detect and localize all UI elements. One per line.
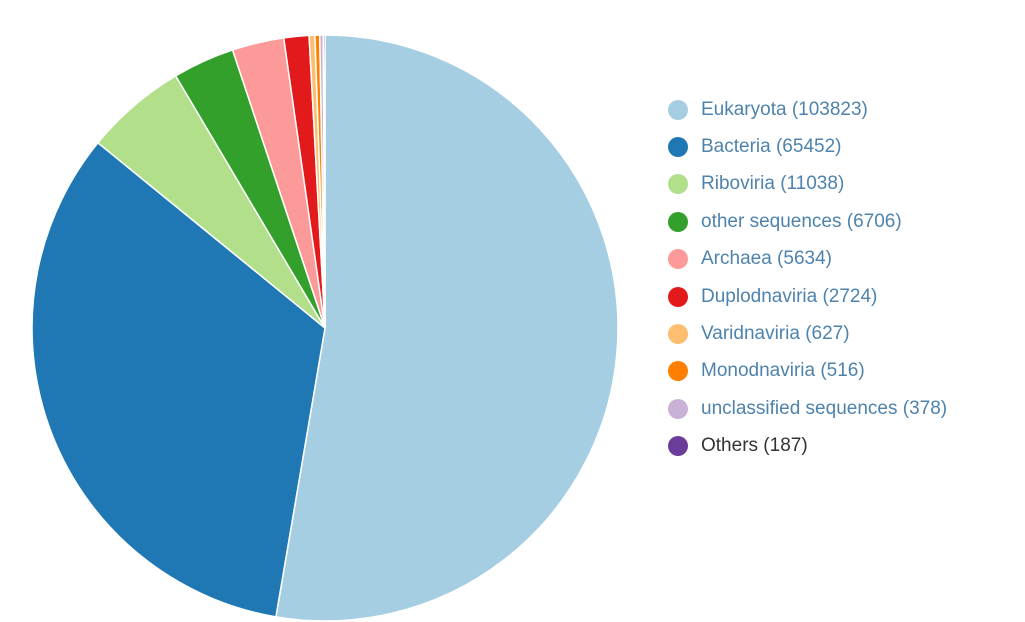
legend-item-riboviria[interactable]: Riboviria (11038) [668, 166, 947, 203]
legend-swatch-duplodnaviria [668, 286, 688, 307]
legend-label-monodnaviria: Monodnaviria (516) [701, 360, 865, 382]
chart-legend: Eukaryota (103823) Bacteria (65452) Ribo… [668, 91, 947, 465]
legend-swatch-archaea [668, 249, 688, 270]
legend-label-riboviria: Riboviria (11038) [701, 173, 845, 195]
legend-swatch-bacteria [668, 137, 688, 158]
legend-item-other-sequences[interactable]: other sequences (6706) [668, 203, 947, 240]
legend-item-duplodnaviria[interactable]: Duplodnaviria (2724) [668, 278, 947, 315]
pie-slice-others[interactable] [322, 34, 326, 329]
legend-swatch-other-sequences [668, 211, 688, 232]
legend-item-bacteria[interactable]: Bacteria (65452) [668, 128, 947, 165]
pie-slices [31, 34, 619, 622]
legend-item-varidnaviria[interactable]: Varidnaviria (627) [668, 315, 947, 352]
legend-item-eukaryota[interactable]: Eukaryota (103823) [668, 91, 947, 128]
pie-chart [31, 34, 619, 622]
legend-label-archaea: Archaea (5634) [701, 248, 832, 270]
legend-swatch-eukaryota [668, 99, 688, 120]
legend-item-unclassified-sequences[interactable]: unclassified sequences (378) [668, 390, 947, 427]
legend-item-archaea[interactable]: Archaea (5634) [668, 241, 947, 278]
pie-slice-eukaryota[interactable] [275, 34, 619, 622]
legend-swatch-others [668, 436, 688, 457]
legend-item-others[interactable]: Others (187) [668, 428, 947, 465]
legend-label-duplodnaviria: Duplodnaviria (2724) [701, 285, 878, 307]
legend-label-others: Others (187) [701, 435, 808, 457]
legend-swatch-varidnaviria [668, 324, 688, 345]
legend-label-unclassified-sequences: unclassified sequences (378) [701, 397, 948, 419]
legend-label-varidnaviria: Varidnaviria (627) [701, 323, 850, 345]
legend-swatch-riboviria [668, 174, 688, 195]
legend-swatch-unclassified-sequences [668, 398, 688, 419]
legend-swatch-monodnaviria [668, 361, 688, 382]
legend-label-eukaryota: Eukaryota (103823) [701, 98, 868, 120]
legend-item-monodnaviria[interactable]: Monodnaviria (516) [668, 353, 947, 390]
pie-slice-bacteria[interactable] [31, 142, 326, 618]
legend-label-other-sequences: other sequences (6706) [701, 210, 902, 232]
legend-label-bacteria: Bacteria (65452) [701, 136, 842, 158]
